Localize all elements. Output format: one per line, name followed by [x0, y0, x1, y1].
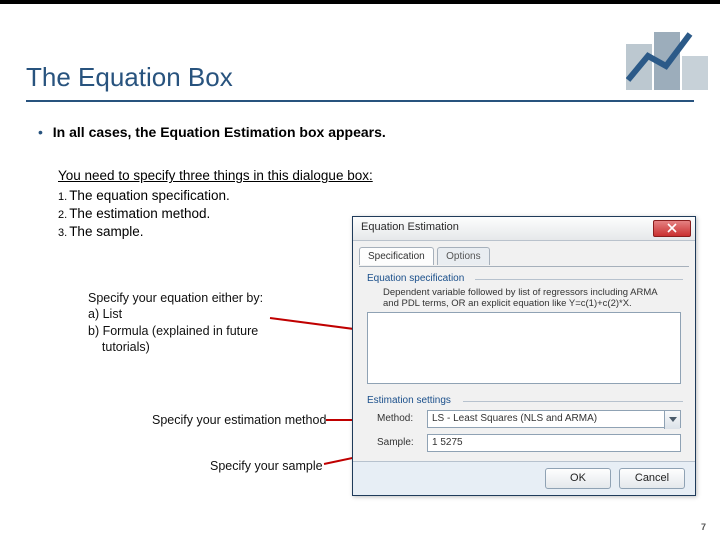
method-value: LS - Least Squares (NLS and ARMA) [432, 413, 597, 424]
cancel-button[interactable]: Cancel [619, 468, 685, 489]
close-button[interactable] [653, 220, 691, 237]
method-combobox[interactable]: LS - Least Squares (NLS and ARMA) [427, 410, 681, 428]
equation-estimation-dialog: Equation Estimation Specification Option… [352, 216, 696, 496]
tab-specification[interactable]: Specification [359, 247, 434, 265]
tab-options[interactable]: Options [437, 247, 489, 265]
sample-label: Sample: [377, 437, 414, 448]
sample-input[interactable]: 1 5275 [427, 434, 681, 452]
ok-button[interactable]: OK [545, 468, 611, 489]
group-label-estimation-settings: Estimation settings [367, 395, 451, 406]
sample-value: 1 5275 [432, 437, 463, 448]
spec-hint: Dependent variable followed by list of r… [383, 287, 681, 310]
page-number: 7 [701, 522, 706, 532]
equation-spec-textarea[interactable] [367, 312, 681, 384]
group-rule [463, 401, 683, 402]
dialog-button-bar: OK Cancel [353, 461, 695, 495]
slide: The Equation Box • In all cases, the Equ… [0, 0, 720, 540]
dialog-title: Equation Estimation [361, 221, 459, 233]
close-icon [667, 223, 679, 235]
method-label: Method: [377, 413, 413, 424]
group-label-equation-spec: Equation specification [367, 273, 464, 284]
dialog-tabs: Specification Options [359, 245, 689, 267]
tab-separator [359, 266, 689, 267]
group-rule [475, 279, 683, 280]
dialog-titlebar[interactable]: Equation Estimation [353, 217, 695, 241]
chevron-down-icon [664, 411, 680, 429]
